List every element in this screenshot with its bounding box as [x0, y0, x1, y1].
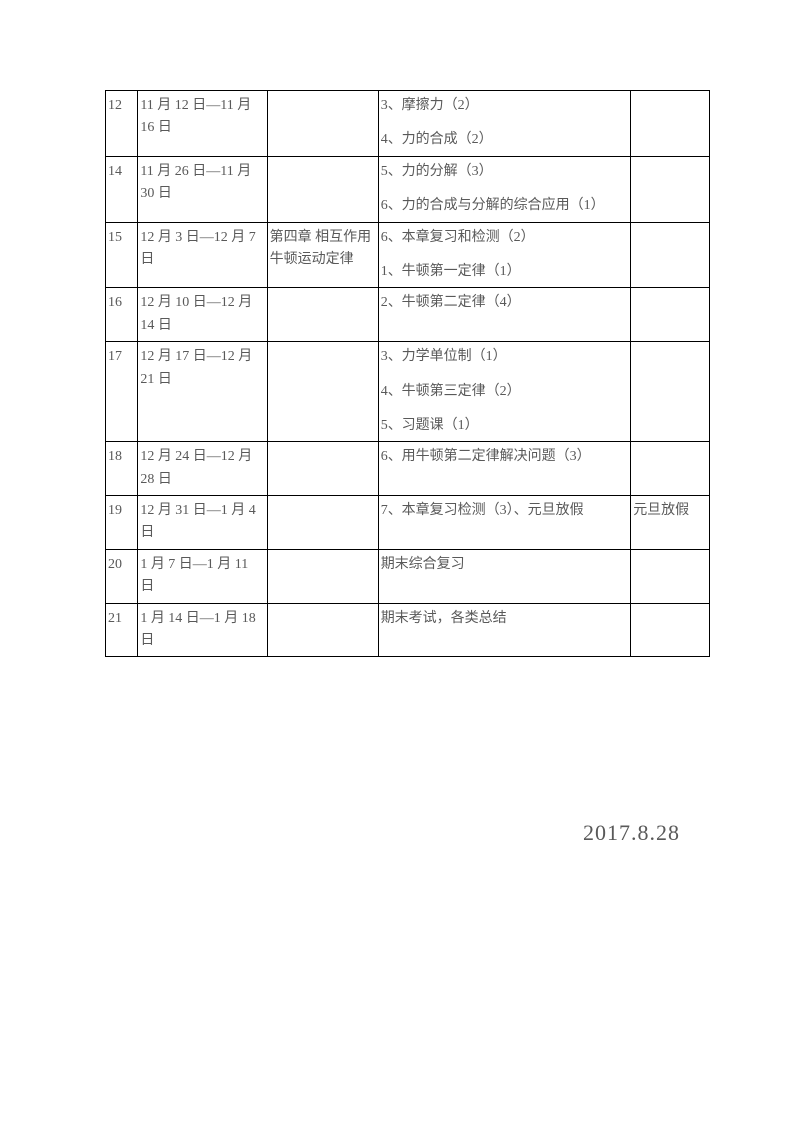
- content-cell: 3、力学单位制（1） 4、牛顿第三定律（2） 5、习题课（1）: [378, 342, 631, 442]
- content-line: 3、摩擦力（2）: [381, 95, 629, 117]
- content-line: 4、力的合成（2）: [381, 129, 629, 151]
- content-cell: 期末综合复习: [378, 549, 631, 603]
- content-cell: 5、力的分解（3） 6、力的合成与分解的综合应用（1）: [378, 156, 631, 222]
- chapter-cell: [267, 288, 378, 342]
- week-cell: 16: [106, 288, 138, 342]
- content-cell: 6、用牛顿第二定律解决问题（3）: [378, 442, 631, 496]
- dates-cell: 12 月 17 日—12 月 21 日: [138, 342, 267, 442]
- dates-cell: 1 月 7 日—1 月 11 日: [138, 549, 267, 603]
- week-cell: 19: [106, 496, 138, 550]
- chapter-cell: [267, 603, 378, 657]
- note-cell: [631, 603, 710, 657]
- dates-cell: 12 月 10 日—12 月 14 日: [138, 288, 267, 342]
- content-line: 6、用牛顿第二定律解决问题（3）: [381, 446, 629, 468]
- table-row: 1912 月 31 日—1 月 4 日 7、本章复习检测（3）、元旦放假元旦放假: [106, 496, 710, 550]
- table-row: 1411 月 26 日—11 月 30 日 5、力的分解（3） 6、力的合成与分解的…: [106, 156, 710, 222]
- content-line: 6、力的合成与分解的综合应用（1）: [381, 195, 629, 217]
- content-line: 2、牛顿第二定律（4）: [381, 292, 629, 314]
- dates-cell: 1 月 14 日—1 月 18 日: [138, 603, 267, 657]
- table-row: 201 月 7 日—1 月 11 日 期末综合复习: [106, 549, 710, 603]
- content-line: 7、本章复习检测（3）、元旦放假: [381, 500, 629, 522]
- chapter-cell: 第四章 相互作用牛顿运动定律: [267, 222, 378, 288]
- dates-cell: 12 月 24 日—12 月 28 日: [138, 442, 267, 496]
- chapter-cell: [267, 442, 378, 496]
- note-cell: [631, 91, 710, 157]
- content-cell: 6、本章复习和检测（2） 1、牛顿第一定律（1）: [378, 222, 631, 288]
- note-cell: [631, 342, 710, 442]
- dates-cell: 12 月 3 日—12 月 7 日: [138, 222, 267, 288]
- content-line: 3、力学单位制（1）: [381, 346, 629, 368]
- dates-cell: 11 月 26 日—11 月 30 日: [138, 156, 267, 222]
- note-cell: [631, 288, 710, 342]
- dates-cell: 11 月 12 日—11 月 16 日: [138, 91, 267, 157]
- chapter-cell: [267, 342, 378, 442]
- week-cell: 14: [106, 156, 138, 222]
- chapter-cell: [267, 549, 378, 603]
- note-cell: [631, 549, 710, 603]
- table-row: 1211 月 12 日—11 月 16 日 3、摩擦力（2） 4、力的合成（2）: [106, 91, 710, 157]
- week-cell: 12: [106, 91, 138, 157]
- week-cell: 15: [106, 222, 138, 288]
- footer-date: 2017.8.28: [583, 820, 680, 846]
- content-line: 5、力的分解（3）: [381, 161, 629, 183]
- content-line: 期末综合复习: [381, 554, 629, 576]
- table-row: 1812 月 24 日—12 月 28 日 6、用牛顿第二定律解决问题（3）: [106, 442, 710, 496]
- note-cell: [631, 222, 710, 288]
- note-cell: 元旦放假: [631, 496, 710, 550]
- content-line: 4、牛顿第三定律（2）: [381, 381, 629, 403]
- chapter-cell: [267, 156, 378, 222]
- table-row: 1712 月 17 日—12 月 21 日 3、力学单位制（1） 4、牛顿第三定律（…: [106, 342, 710, 442]
- table-row: 1512 月 3 日—12 月 7 日第四章 相互作用牛顿运动定律6、本章复习和…: [106, 222, 710, 288]
- content-cell: 期末考试，各类总结: [378, 603, 631, 657]
- table-row: 1612 月 10 日—12 月 14 日 2、牛顿第二定律（4）: [106, 288, 710, 342]
- content-cell: 3、摩擦力（2） 4、力的合成（2）: [378, 91, 631, 157]
- schedule-table: 1211 月 12 日—11 月 16 日 3、摩擦力（2） 4、力的合成（2） 14…: [105, 90, 710, 657]
- chapter-cell: [267, 496, 378, 550]
- table-row: 211 月 14 日—1 月 18 日 期末考试，各类总结: [106, 603, 710, 657]
- content-line: 6、本章复习和检测（2）: [381, 227, 629, 249]
- content-cell: 2、牛顿第二定律（4）: [378, 288, 631, 342]
- week-cell: 17: [106, 342, 138, 442]
- chapter-cell: [267, 91, 378, 157]
- week-cell: 18: [106, 442, 138, 496]
- week-cell: 20: [106, 549, 138, 603]
- week-cell: 21: [106, 603, 138, 657]
- note-cell: [631, 156, 710, 222]
- page-container: 1211 月 12 日—11 月 16 日 3、摩擦力（2） 4、力的合成（2） 14…: [0, 0, 800, 657]
- content-line: 1、牛顿第一定律（1）: [381, 261, 629, 283]
- content-line: 期末考试，各类总结: [381, 608, 629, 630]
- content-line: 5、习题课（1）: [381, 415, 629, 437]
- content-cell: 7、本章复习检测（3）、元旦放假: [378, 496, 631, 550]
- note-cell: [631, 442, 710, 496]
- dates-cell: 12 月 31 日—1 月 4 日: [138, 496, 267, 550]
